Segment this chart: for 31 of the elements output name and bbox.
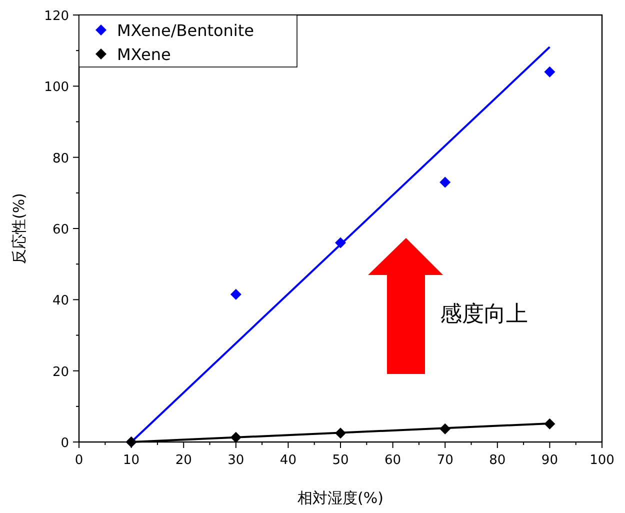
point xyxy=(230,288,242,300)
x-tick-label: 100 xyxy=(590,453,614,468)
x-tick-label: 40 xyxy=(280,453,296,468)
y-tick-label: 20 xyxy=(52,364,69,380)
y-tick-label: 100 xyxy=(44,80,69,96)
x-tick-label: 50 xyxy=(332,453,349,468)
y-tick-label: 60 xyxy=(52,222,69,238)
y-tick-label: 0 xyxy=(60,436,69,451)
point xyxy=(440,423,451,434)
point xyxy=(544,66,556,78)
point xyxy=(544,418,556,430)
point xyxy=(440,176,451,188)
y-tick-label: 120 xyxy=(44,9,69,24)
x-tick-label: 30 xyxy=(228,453,244,468)
x-tick-label: 90 xyxy=(541,453,558,468)
point xyxy=(335,428,346,439)
y-tick-label: 80 xyxy=(52,151,69,166)
x-tick-label: 10 xyxy=(123,453,140,468)
x-tick-label: 70 xyxy=(436,453,454,468)
x-tick-label: 20 xyxy=(175,453,192,468)
point xyxy=(230,432,242,443)
legend-label: MXene/Bentonite xyxy=(117,21,254,40)
x-tick-label: 60 xyxy=(384,453,402,468)
legend-label: MXene xyxy=(117,45,171,64)
x-tick-label: 0 xyxy=(74,453,84,468)
y-axis-title: 反応性(%) xyxy=(10,193,28,264)
y-tick-label: 40 xyxy=(52,294,69,309)
x-tick-label: 80 xyxy=(489,453,506,468)
annotation: 感度向上 xyxy=(440,302,528,327)
x-axis-title: 相対湿度(%) xyxy=(298,489,384,507)
point xyxy=(335,237,346,248)
